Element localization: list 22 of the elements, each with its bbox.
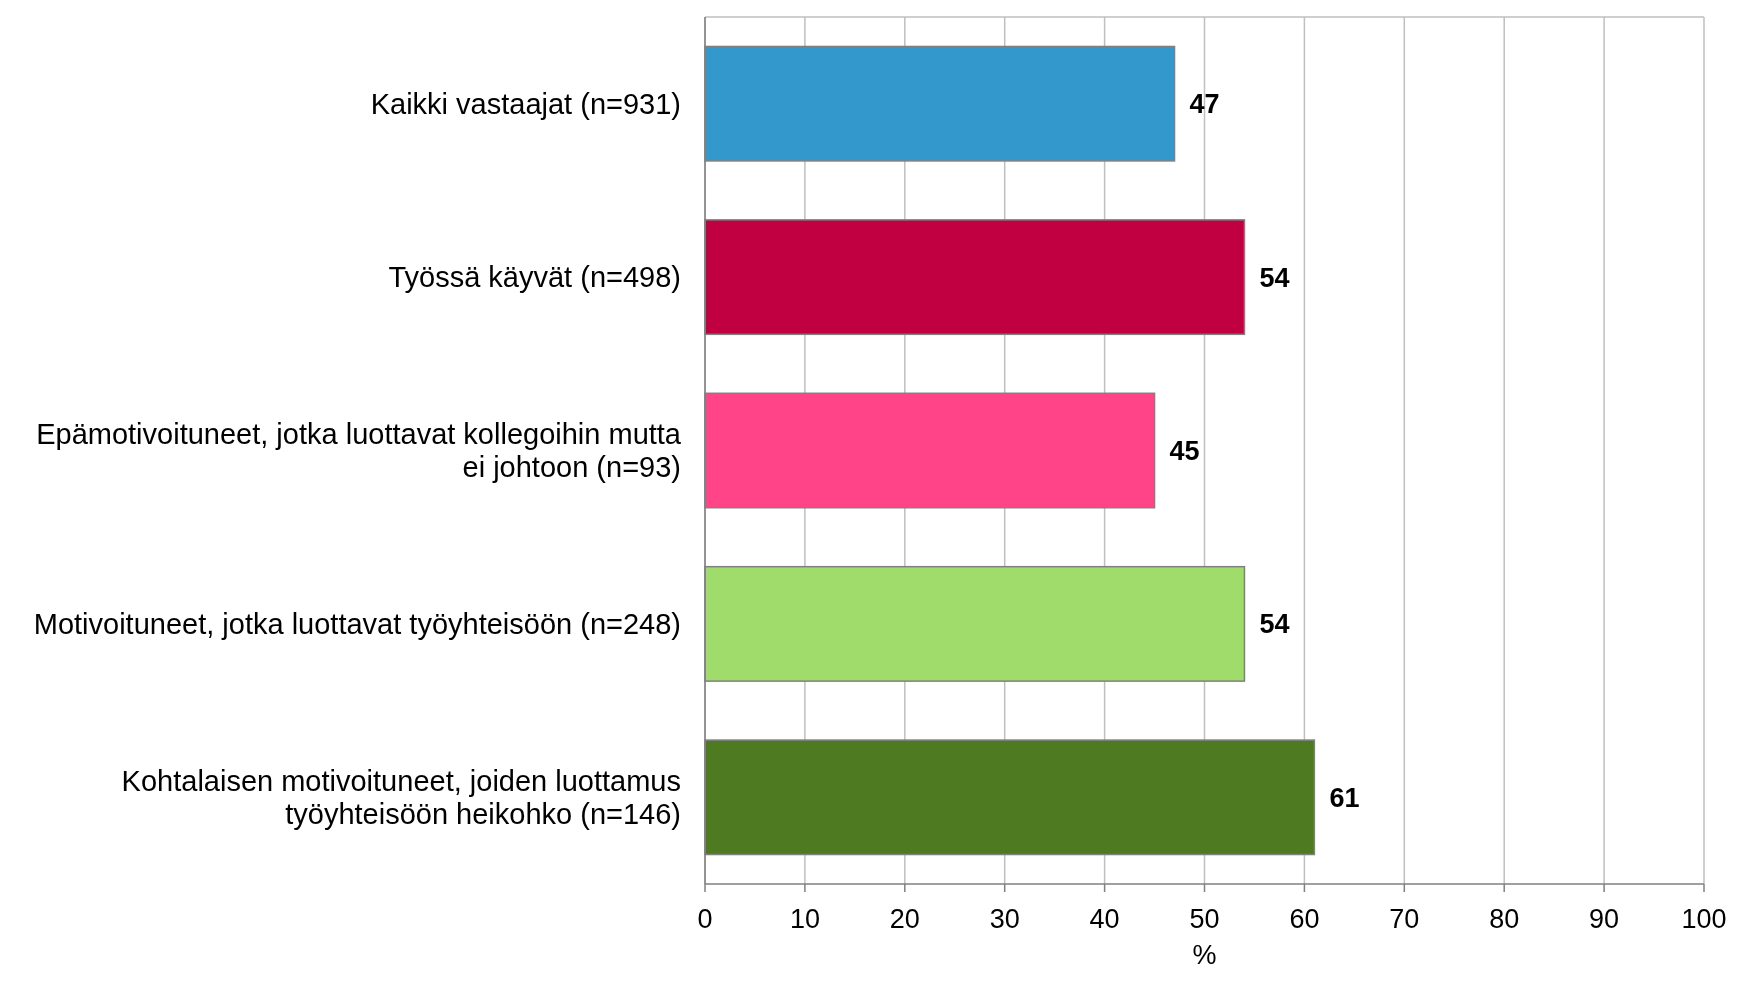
x-tick-label: 50 [1189,904,1220,934]
data-label: 61 [1329,782,1360,813]
x-tick-label: 80 [1489,904,1520,934]
y-tick-label: Epämotivoituneet, jotka luottavat kollegoihin mutta ei johtoon (n=93) [36,418,682,483]
data-label: 47 [1189,89,1220,120]
x-tick-label: 30 [989,904,1020,934]
x-tick-label: 70 [1389,904,1420,934]
data-label: 54 [1259,262,1290,293]
data-label: 54 [1259,609,1290,640]
x-tick-label: 100 [1681,904,1727,934]
y-tick-label: Kohtalaisen motivoituneet, joiden luottamus työyhteisöön heikohko (n=146) [121,765,681,830]
x-tick-label: 10 [789,904,820,934]
x-tick-label: 0 [697,904,713,934]
y-tick-label: Työssä käyvät (n=498) [388,261,681,294]
x-axis-title: % [1192,940,1217,970]
data-label: 45 [1169,435,1200,466]
x-tick-label: 90 [1589,904,1620,934]
x-tick-label: 40 [1089,904,1120,934]
y-tick-label: Kaikki vastaajat (n=931) [370,87,681,120]
y-tick-label: Motivoituneet, jotka luottavat työyhteisöön (n=248) [33,608,681,641]
x-tick-label: 20 [889,904,920,934]
x-tick-label: 60 [1289,904,1320,934]
